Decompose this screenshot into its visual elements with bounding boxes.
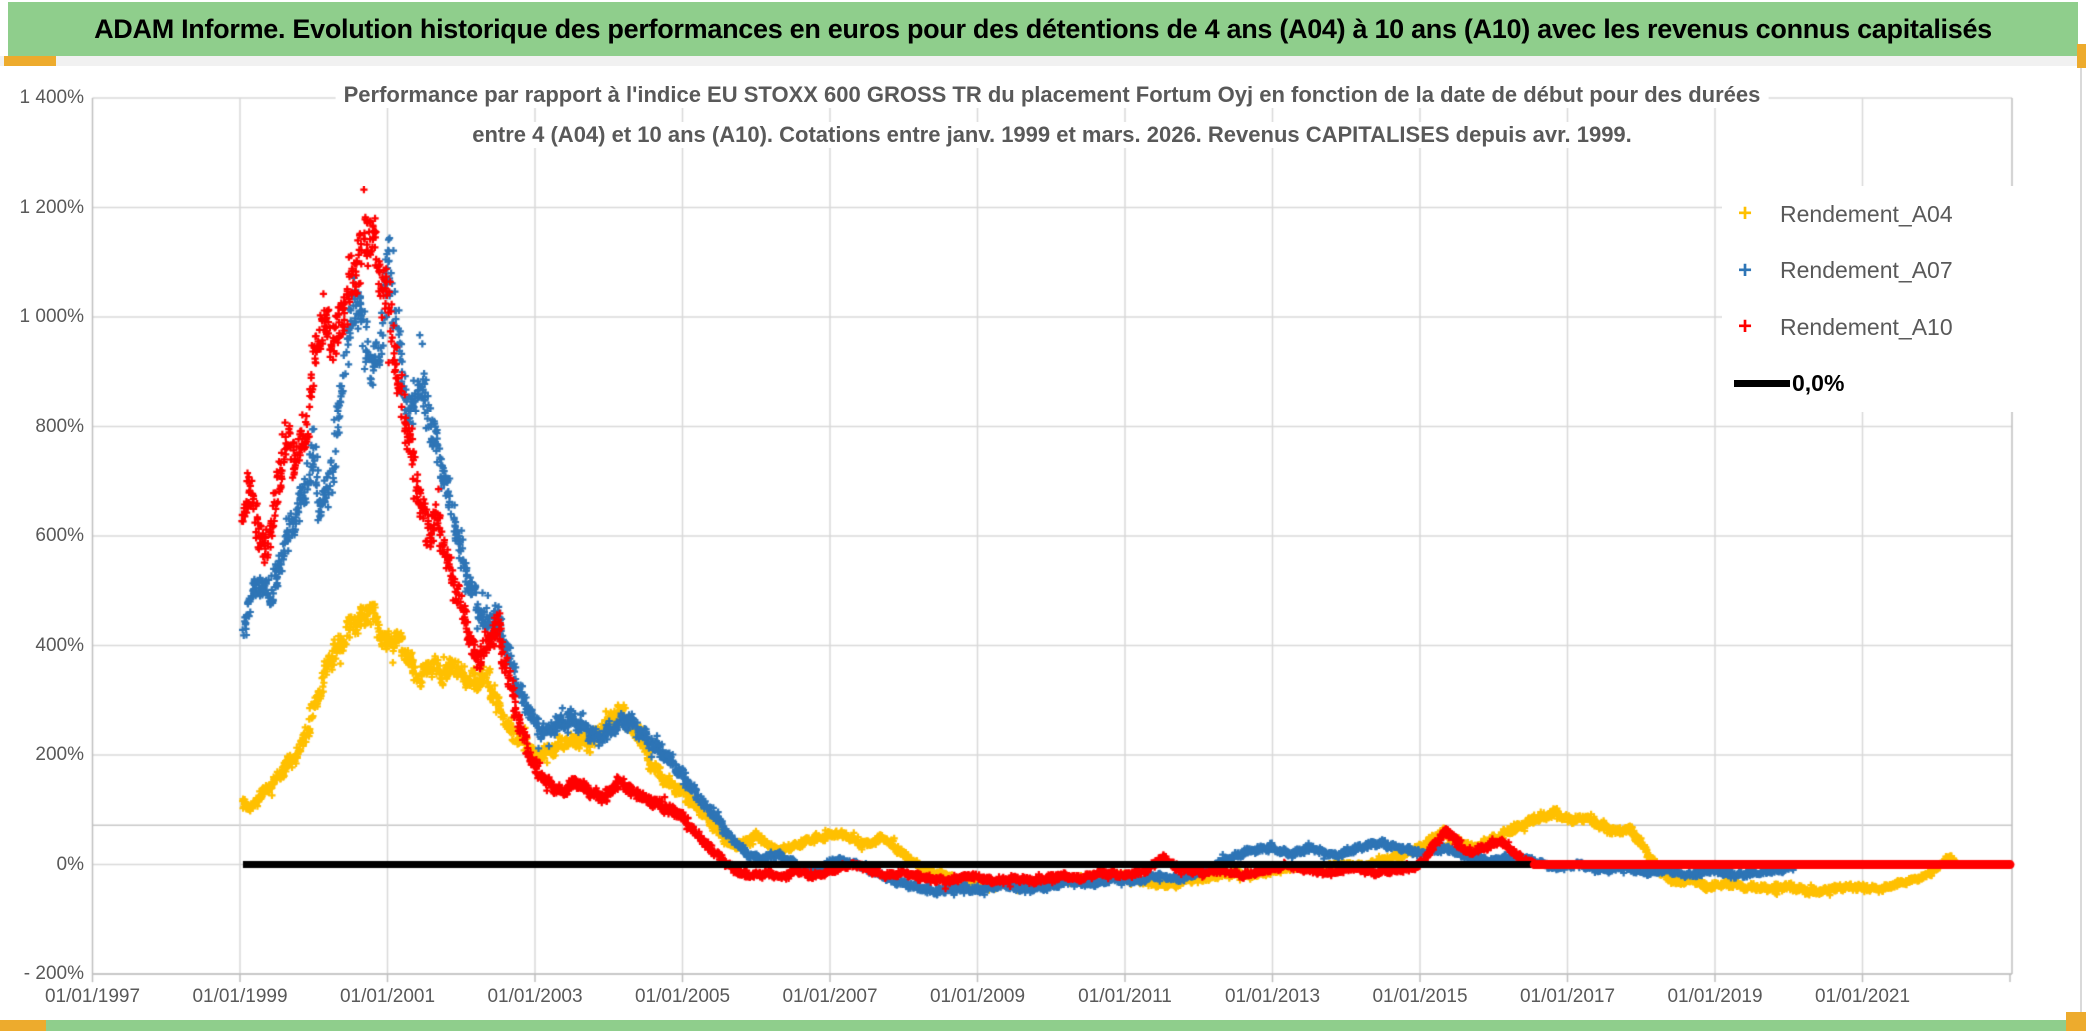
x-tick-label: 01/01/1999 — [192, 986, 288, 1007]
x-tick-label: 01/01/2003 — [487, 986, 583, 1007]
x-tick-label: 01/01/1997 — [44, 986, 141, 1007]
zero-line-marker-icon — [1734, 380, 1790, 388]
x-tick-label: 01/01/2007 — [782, 986, 878, 1007]
legend-entry-rendement-a04[interactable]: + Rendement_A04 — [1722, 197, 2052, 231]
legend-label: Rendement_A10 — [1780, 313, 1953, 340]
legend-entry-zero-line[interactable]: 0,0% — [1722, 367, 2052, 401]
toolbar-edge-strip — [0, 56, 2086, 66]
y-tick-label: 800% — [35, 415, 84, 437]
y-tick-label: 200% — [35, 744, 84, 766]
x-tick-label: 01/01/2011 — [1078, 986, 1172, 1007]
x-tick-label: 01/01/2001 — [339, 986, 436, 1007]
y-tick-label: 1 400% — [19, 87, 84, 109]
plus-marker-icon: + — [1737, 200, 1752, 228]
report-title-banner: ADAM Informe. Evolution historique des p… — [8, 2, 2078, 56]
legend-entry-rendement-a07[interactable]: + Rendement_A07 — [1722, 254, 2052, 288]
chart-title-line2: entre 4 (A04) et 10 ans (A10). Cotations… — [464, 122, 1640, 148]
y-tick-label: - 200% — [23, 963, 84, 985]
x-tick-label: 01/01/2013 — [1224, 986, 1321, 1007]
gold-accent-bottom-left — [0, 1020, 46, 1031]
y-tick-label: 0% — [56, 853, 84, 875]
bottom-green-bar — [0, 1020, 2086, 1031]
plus-marker-icon: + — [1737, 313, 1752, 341]
y-tick-label: 400% — [35, 634, 84, 656]
chart-title-line1: Performance par rapport à l'indice EU ST… — [335, 82, 1769, 108]
window-right-border — [2080, 66, 2082, 1014]
gold-accent-bottom-right — [2066, 1012, 2086, 1031]
x-tick-label: 01/01/2009 — [929, 986, 1026, 1007]
legend-entry-rendement-a10[interactable]: + Rendement_A10 — [1722, 310, 2052, 344]
legend-label: Rendement_A04 — [1780, 200, 1953, 227]
legend-label: Rendement_A07 — [1780, 257, 1953, 284]
x-tick-label: 01/01/2021 — [1814, 986, 1911, 1007]
plus-marker-icon: + — [1737, 256, 1752, 284]
x-tick-label: 01/01/2017 — [1519, 986, 1616, 1007]
y-tick-label: 1 200% — [19, 196, 84, 218]
gold-accent-top-left — [4, 56, 56, 66]
x-tick-label: 01/01/2005 — [634, 986, 731, 1007]
y-tick-label: 1 000% — [19, 306, 84, 328]
legend-label: 0,0% — [1792, 370, 1845, 397]
chart-legend[interactable]: + Rendement_A04 + Rendement_A07 + Rendem… — [1722, 186, 2052, 412]
x-tick-label: 01/01/2019 — [1667, 986, 1763, 1007]
x-tick-label: 01/01/2015 — [1372, 986, 1468, 1007]
y-tick-label: 600% — [35, 525, 84, 547]
gold-accent-top-right — [2077, 44, 2086, 68]
